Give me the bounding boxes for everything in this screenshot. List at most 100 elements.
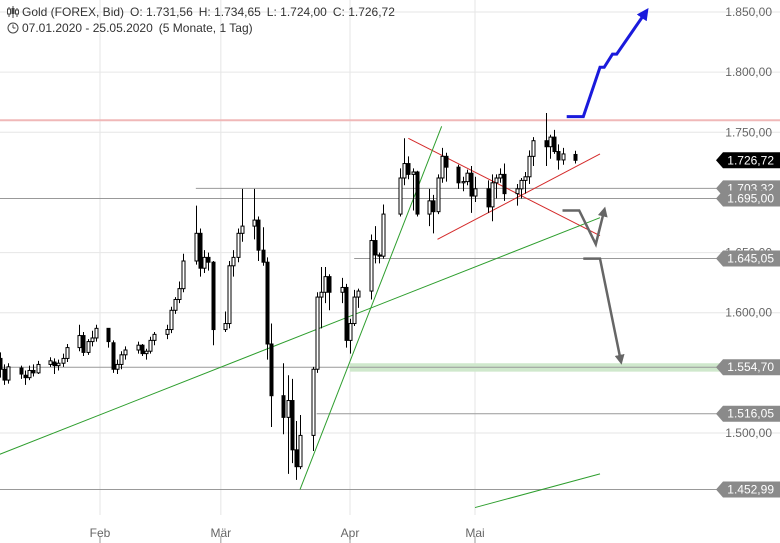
candle-body xyxy=(402,163,407,179)
candle-body xyxy=(27,369,32,379)
candle-body xyxy=(236,232,241,258)
candle xyxy=(498,168,503,183)
candle-body xyxy=(165,329,170,335)
candle xyxy=(23,370,28,385)
price-badge: 1.645,05 xyxy=(716,250,780,267)
candle-body xyxy=(548,136,553,148)
candle-body xyxy=(344,286,349,341)
candle xyxy=(198,228,203,277)
candle-body xyxy=(411,171,416,175)
candle-body xyxy=(140,344,145,355)
candle-body xyxy=(106,327,111,343)
candle xyxy=(373,226,378,264)
forecast-arrow xyxy=(566,8,649,119)
x-tick-label: Apr xyxy=(341,526,360,540)
candle xyxy=(231,250,236,277)
candle xyxy=(502,163,507,201)
x-tick-label: Feb xyxy=(90,526,111,540)
trend-line xyxy=(0,217,601,455)
candle xyxy=(261,227,266,266)
x-tick-label: Mär xyxy=(210,526,231,540)
candle-body xyxy=(502,173,507,195)
candle-body xyxy=(436,177,441,213)
candle xyxy=(552,129,557,154)
candle-body xyxy=(473,188,478,197)
candle-body xyxy=(211,261,216,331)
y-tick-label: 1.850,00 xyxy=(725,5,772,19)
candle-body xyxy=(198,232,203,269)
candle xyxy=(240,188,245,242)
price-badge-shape xyxy=(716,359,780,376)
candle xyxy=(119,351,124,370)
candle xyxy=(381,204,386,259)
candle xyxy=(19,365,24,379)
candle xyxy=(411,168,416,211)
candle xyxy=(348,318,353,354)
candle xyxy=(177,281,182,304)
forecast-arrow xyxy=(562,206,608,248)
price-badge-label: 1.452,99 xyxy=(727,483,774,497)
candle-body xyxy=(290,400,295,451)
candle-body xyxy=(465,172,470,183)
candle xyxy=(461,176,466,192)
y-tick-label: 1.800,00 xyxy=(725,65,772,79)
candle xyxy=(431,194,436,234)
trend-lines xyxy=(0,126,601,509)
candle xyxy=(398,168,403,217)
candle xyxy=(377,252,382,264)
interval: (5 Monate, 1 Tag) xyxy=(158,21,253,35)
price-badge-shape xyxy=(716,481,780,498)
candle-body xyxy=(2,368,7,381)
candle-body xyxy=(19,367,24,375)
candle xyxy=(136,341,141,354)
candle xyxy=(294,420,299,480)
date-range: 07.01.2020 - 25.05.2020 xyxy=(22,21,153,35)
candle xyxy=(573,150,578,164)
candle-body xyxy=(431,200,436,213)
candle-body xyxy=(119,354,124,365)
candle xyxy=(94,324,99,342)
candle xyxy=(527,150,532,185)
candle xyxy=(523,171,528,194)
candle-body xyxy=(77,335,82,349)
open-value: O: 1.731,56 xyxy=(130,5,193,19)
candle xyxy=(544,113,549,166)
candle-body xyxy=(123,349,128,356)
candle-body xyxy=(377,254,382,257)
candle xyxy=(169,306,174,334)
price-badge: 1.452,99 xyxy=(716,481,780,498)
candle-body xyxy=(152,333,157,341)
candle xyxy=(490,174,495,222)
candle xyxy=(194,205,199,265)
candle-body xyxy=(169,309,174,331)
candle xyxy=(6,363,11,384)
candle xyxy=(181,253,186,293)
candlestick-icon xyxy=(7,6,19,18)
candle-body xyxy=(340,286,345,293)
candle-body xyxy=(173,298,178,311)
candle xyxy=(315,292,320,373)
candle-body xyxy=(269,343,274,397)
forecast-arrows xyxy=(562,8,649,365)
candle xyxy=(140,343,145,357)
candle xyxy=(406,156,411,180)
candle-body xyxy=(261,249,266,263)
candle xyxy=(252,188,257,240)
price-badge: 1.726,72 xyxy=(716,152,780,169)
candle-body xyxy=(356,290,361,298)
candle xyxy=(469,165,474,213)
candle xyxy=(311,366,316,452)
candle-body xyxy=(31,369,36,374)
candle-body xyxy=(519,179,524,190)
candle xyxy=(548,134,553,159)
candle xyxy=(265,257,270,360)
trend-line xyxy=(474,473,601,509)
candle-body xyxy=(177,288,182,300)
candle xyxy=(0,352,3,378)
price-badge-label: 1.516,05 xyxy=(727,407,774,421)
candle-body xyxy=(444,155,449,168)
price-badges: 1.726,721.703,321.695,001.645,051.554,70… xyxy=(716,152,780,498)
candle xyxy=(344,283,349,348)
candle xyxy=(402,138,407,186)
